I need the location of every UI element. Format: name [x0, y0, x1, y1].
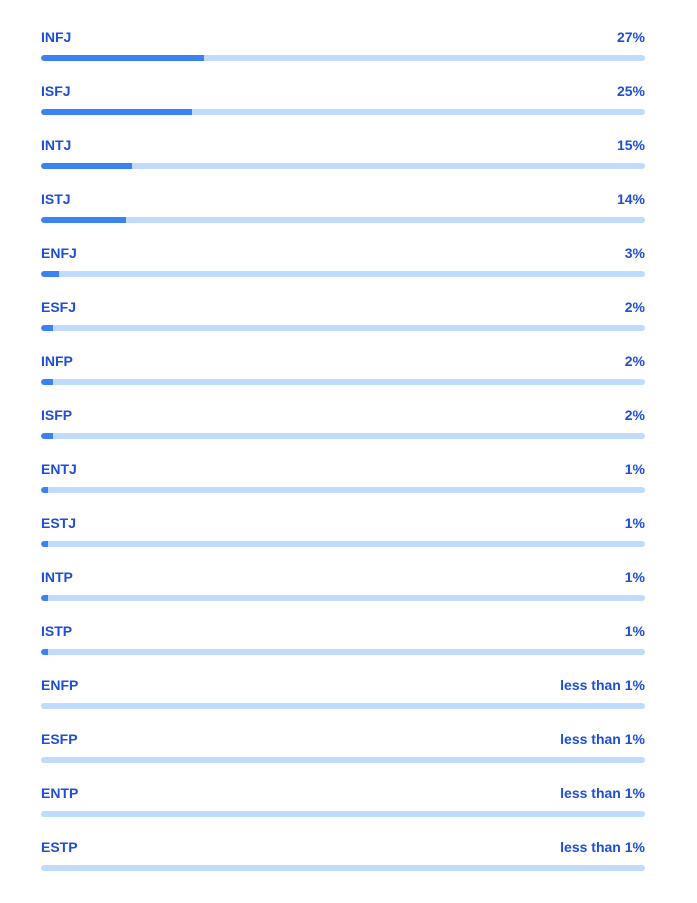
- bar-row-istp: ISTP 1%: [41, 622, 645, 676]
- category-label: ISTP: [41, 623, 73, 639]
- bar-row-esfp: ESFP less than 1%: [41, 730, 645, 784]
- bar-fill: [41, 379, 54, 385]
- value-label: 25%: [616, 83, 645, 99]
- bar-fill: [41, 271, 60, 277]
- bar-row-entj: ENTJ 1%: [41, 460, 645, 514]
- category-label: ENTJ: [41, 461, 77, 477]
- category-label: ESTP: [41, 839, 78, 855]
- category-label: ISFP: [41, 407, 73, 423]
- value-label: 1%: [624, 461, 645, 477]
- value-label: 1%: [624, 569, 645, 585]
- bar-row-esfj: ESFJ 2%: [41, 298, 645, 352]
- category-label: ENFP: [41, 677, 79, 693]
- value-label: 2%: [624, 299, 645, 315]
- bar-track: [41, 595, 645, 601]
- value-label: less than 1%: [560, 677, 645, 693]
- bar-track: [41, 379, 645, 385]
- bar-fill: [41, 487, 48, 493]
- personality-distribution-chart: INFJ 27% ISFJ 25% INTJ 15% ISTJ 14% ENFJ 3% ESFJ 2%…: [41, 28, 645, 892]
- bar-track: [41, 109, 645, 115]
- value-label: 2%: [624, 407, 645, 423]
- bar-track: [41, 541, 645, 547]
- bar-fill: [41, 217, 126, 223]
- value-label: 15%: [616, 137, 645, 153]
- value-label: 27%: [616, 29, 645, 45]
- bar-fill: [41, 649, 48, 655]
- value-label: less than 1%: [560, 731, 645, 747]
- bar-track: [41, 865, 645, 871]
- bar-track: [41, 433, 645, 439]
- bar-track: [41, 271, 645, 277]
- value-label: less than 1%: [560, 785, 645, 801]
- category-label: ENTP: [41, 785, 79, 801]
- value-label: 3%: [624, 245, 645, 261]
- bar-row-enfj: ENFJ 3%: [41, 244, 645, 298]
- bar-row-isfj: ISFJ 25%: [41, 82, 645, 136]
- category-label: ISTJ: [41, 191, 71, 207]
- bar-row-isfp: ISFP 2%: [41, 406, 645, 460]
- category-label: ESTJ: [41, 515, 77, 531]
- bar-track: [41, 325, 645, 331]
- bar-row-enfp: ENFP less than 1%: [41, 676, 645, 730]
- bar-row-istj: ISTJ 14%: [41, 190, 645, 244]
- bar-row-estj: ESTJ 1%: [41, 514, 645, 568]
- category-label: ESFJ: [41, 299, 77, 315]
- value-label: 14%: [616, 191, 645, 207]
- bar-fill: [41, 325, 54, 331]
- bar-track: [41, 811, 645, 817]
- category-label: INTP: [41, 569, 73, 585]
- bar-fill: [41, 433, 54, 439]
- bar-row-intp: INTP 1%: [41, 568, 645, 622]
- bar-track: [41, 217, 645, 223]
- category-label: INFP: [41, 353, 73, 369]
- category-label: INTJ: [41, 137, 72, 153]
- bar-row-estp: ESTP less than 1%: [41, 838, 645, 892]
- bar-fill: [41, 163, 132, 169]
- bar-track: [41, 757, 645, 763]
- category-label: ISFJ: [41, 83, 71, 99]
- category-label: INFJ: [41, 29, 72, 45]
- bar-track: [41, 55, 645, 61]
- bar-fill: [41, 109, 192, 115]
- bar-fill: [41, 55, 205, 61]
- value-label: 1%: [624, 623, 645, 639]
- bar-row-infj: INFJ 27%: [41, 28, 645, 82]
- value-label: 2%: [624, 353, 645, 369]
- value-label: 1%: [624, 515, 645, 531]
- bar-row-entp: ENTP less than 1%: [41, 784, 645, 838]
- bar-track: [41, 487, 645, 493]
- category-label: ENFJ: [41, 245, 77, 261]
- bar-track: [41, 163, 645, 169]
- bar-row-infp: INFP 2%: [41, 352, 645, 406]
- bar-track: [41, 649, 645, 655]
- bar-row-intj: INTJ 15%: [41, 136, 645, 190]
- bar-fill: [41, 595, 48, 601]
- bar-fill: [41, 541, 48, 547]
- category-label: ESFP: [41, 731, 78, 747]
- value-label: less than 1%: [560, 839, 645, 855]
- bar-track: [41, 703, 645, 709]
